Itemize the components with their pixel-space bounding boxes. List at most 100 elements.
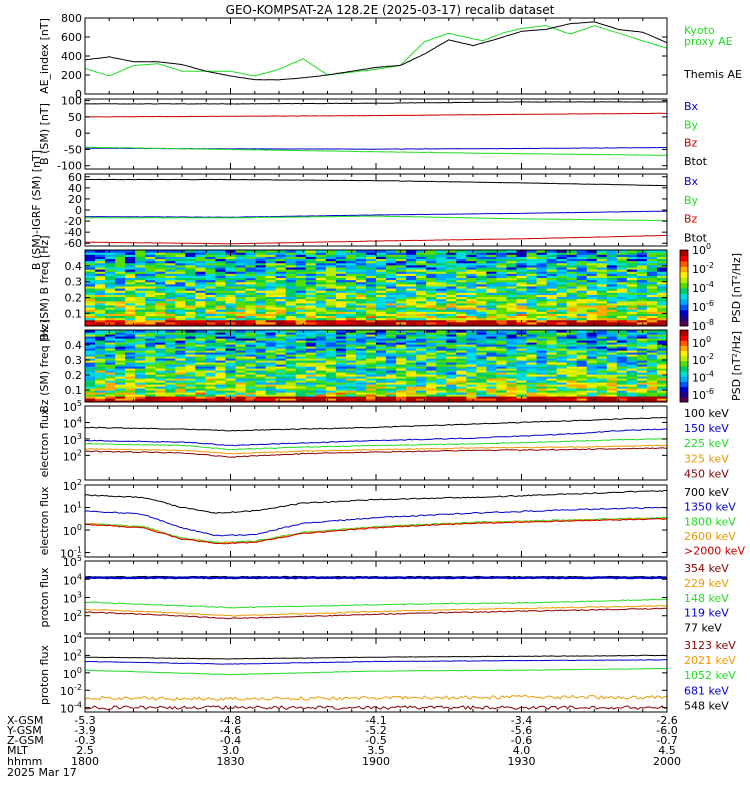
series-line-1350-kev (85, 507, 667, 536)
legend-entry: 325 keV (684, 452, 729, 465)
series-group (85, 417, 667, 457)
tick-exponent: 1 (77, 501, 82, 510)
tick-exponent: 4 (77, 415, 82, 424)
y-tick-label: 0.4 (65, 260, 83, 273)
heatmap-cells (85, 330, 668, 403)
series-line-450-kev (85, 448, 667, 457)
colorbar-segment (680, 340, 688, 346)
tick-mantissa: 10 (692, 244, 706, 257)
tick-exponent: 5 (77, 554, 82, 563)
legend-entry: Bz (684, 213, 698, 226)
legend-entry: By (684, 194, 699, 207)
series-line-148-kev (85, 599, 667, 608)
legend-entry: 119 keV (684, 607, 729, 620)
y-tick-label: -20 (64, 215, 82, 228)
y-tick-label: 0.3 (65, 276, 83, 289)
tick-mantissa: 10 (692, 389, 706, 402)
colorbar-segment (680, 304, 688, 310)
tick-mantissa: 10 (63, 593, 77, 606)
series-group (85, 655, 667, 709)
tick-exponent: 3 (77, 591, 82, 600)
colorbar-segment (680, 250, 688, 256)
tick-mantissa: 10 (63, 401, 77, 414)
colorbar-tick-label: 10-2 (692, 261, 714, 276)
series-line-150-kev (85, 429, 667, 446)
tick-exponent: -2 (706, 261, 714, 270)
tick-mantissa: 10 (692, 263, 706, 276)
series-line-681-kev (85, 660, 667, 665)
y-tick-label: 103 (63, 591, 82, 606)
tick-mantissa: 10 (63, 480, 77, 493)
legend-entry: proxy AE (684, 35, 733, 48)
colorbar-tick-label: 10-6 (692, 387, 714, 402)
panel-frame (85, 561, 667, 634)
colorbar-tick-label: 10-6 (692, 299, 714, 314)
legend-entry: 1800 keV (684, 515, 736, 528)
y-axis-label: Bz (SM) freq [Hz] (38, 319, 51, 412)
legend-entry: 2021 keV (684, 654, 736, 667)
tick-mantissa: 10 (692, 337, 706, 350)
tick-exponent: -4 (74, 701, 82, 710)
y-tick-label: 0.1 (65, 307, 83, 320)
legend-entry: Bx (684, 175, 699, 188)
series-line-100-kev (85, 417, 667, 431)
y-axis-label: electron flux (38, 486, 51, 555)
colorbar-segment (680, 351, 688, 357)
tick-mantissa: 10 (60, 703, 74, 716)
y-axis-label: proton flux (38, 645, 51, 705)
tick-exponent: -8 (706, 318, 714, 327)
y-tick-label: 60 (68, 171, 82, 184)
colorbar-tick-label: 10-2 (692, 352, 714, 367)
colorbar-segment (680, 277, 688, 283)
panel-frame (85, 18, 667, 94)
colorbar-segment (680, 361, 688, 367)
series-line-2021-kev (85, 696, 667, 701)
legend-entry: 700 keV (684, 486, 729, 499)
colorbar-segment (680, 310, 688, 316)
tick-mantissa: 10 (63, 574, 77, 587)
y-tick-label: 104 (63, 415, 82, 430)
colorbar-segment (680, 293, 688, 299)
y-tick-label: 800 (61, 12, 82, 25)
series-group (85, 102, 667, 156)
y-tick-label: 105 (63, 399, 82, 414)
y-tick-label: 0.1 (65, 384, 83, 397)
legend-entry: 150 keV (684, 422, 729, 435)
series-line-119-kev (85, 577, 667, 578)
tick-mantissa: 10 (63, 556, 77, 569)
panel-frame (85, 99, 667, 169)
series-group (85, 179, 667, 244)
tick-exponent: 0 (706, 335, 711, 344)
tick-exponent: 0 (77, 666, 82, 675)
legend-entry: Btot (684, 155, 708, 168)
colorbar-segment (680, 299, 688, 305)
tick-mantissa: 10 (63, 668, 77, 681)
legend-entry: 681 keV (684, 684, 729, 697)
tick-exponent: 2 (77, 448, 82, 457)
tick-mantissa: 10 (692, 372, 706, 385)
y-tick-label: 0.2 (65, 369, 83, 382)
y-tick-label: 100 (63, 523, 82, 538)
colorbar-segment (680, 376, 688, 382)
legend-entry: Bz (684, 137, 698, 150)
legend-entry: 2600 keV (684, 530, 736, 543)
colorbar-segment (680, 255, 688, 261)
tick-exponent: -2 (706, 352, 714, 361)
legend-entry: 548 keV (684, 699, 729, 712)
colorbar-segment (680, 261, 688, 267)
y-tick-label: 103 (63, 432, 82, 447)
tick-mantissa: 10 (63, 503, 77, 516)
y-tick-label: 100 (63, 666, 82, 681)
heatmap-cells (85, 250, 668, 327)
tick-mantissa: 10 (692, 320, 706, 333)
